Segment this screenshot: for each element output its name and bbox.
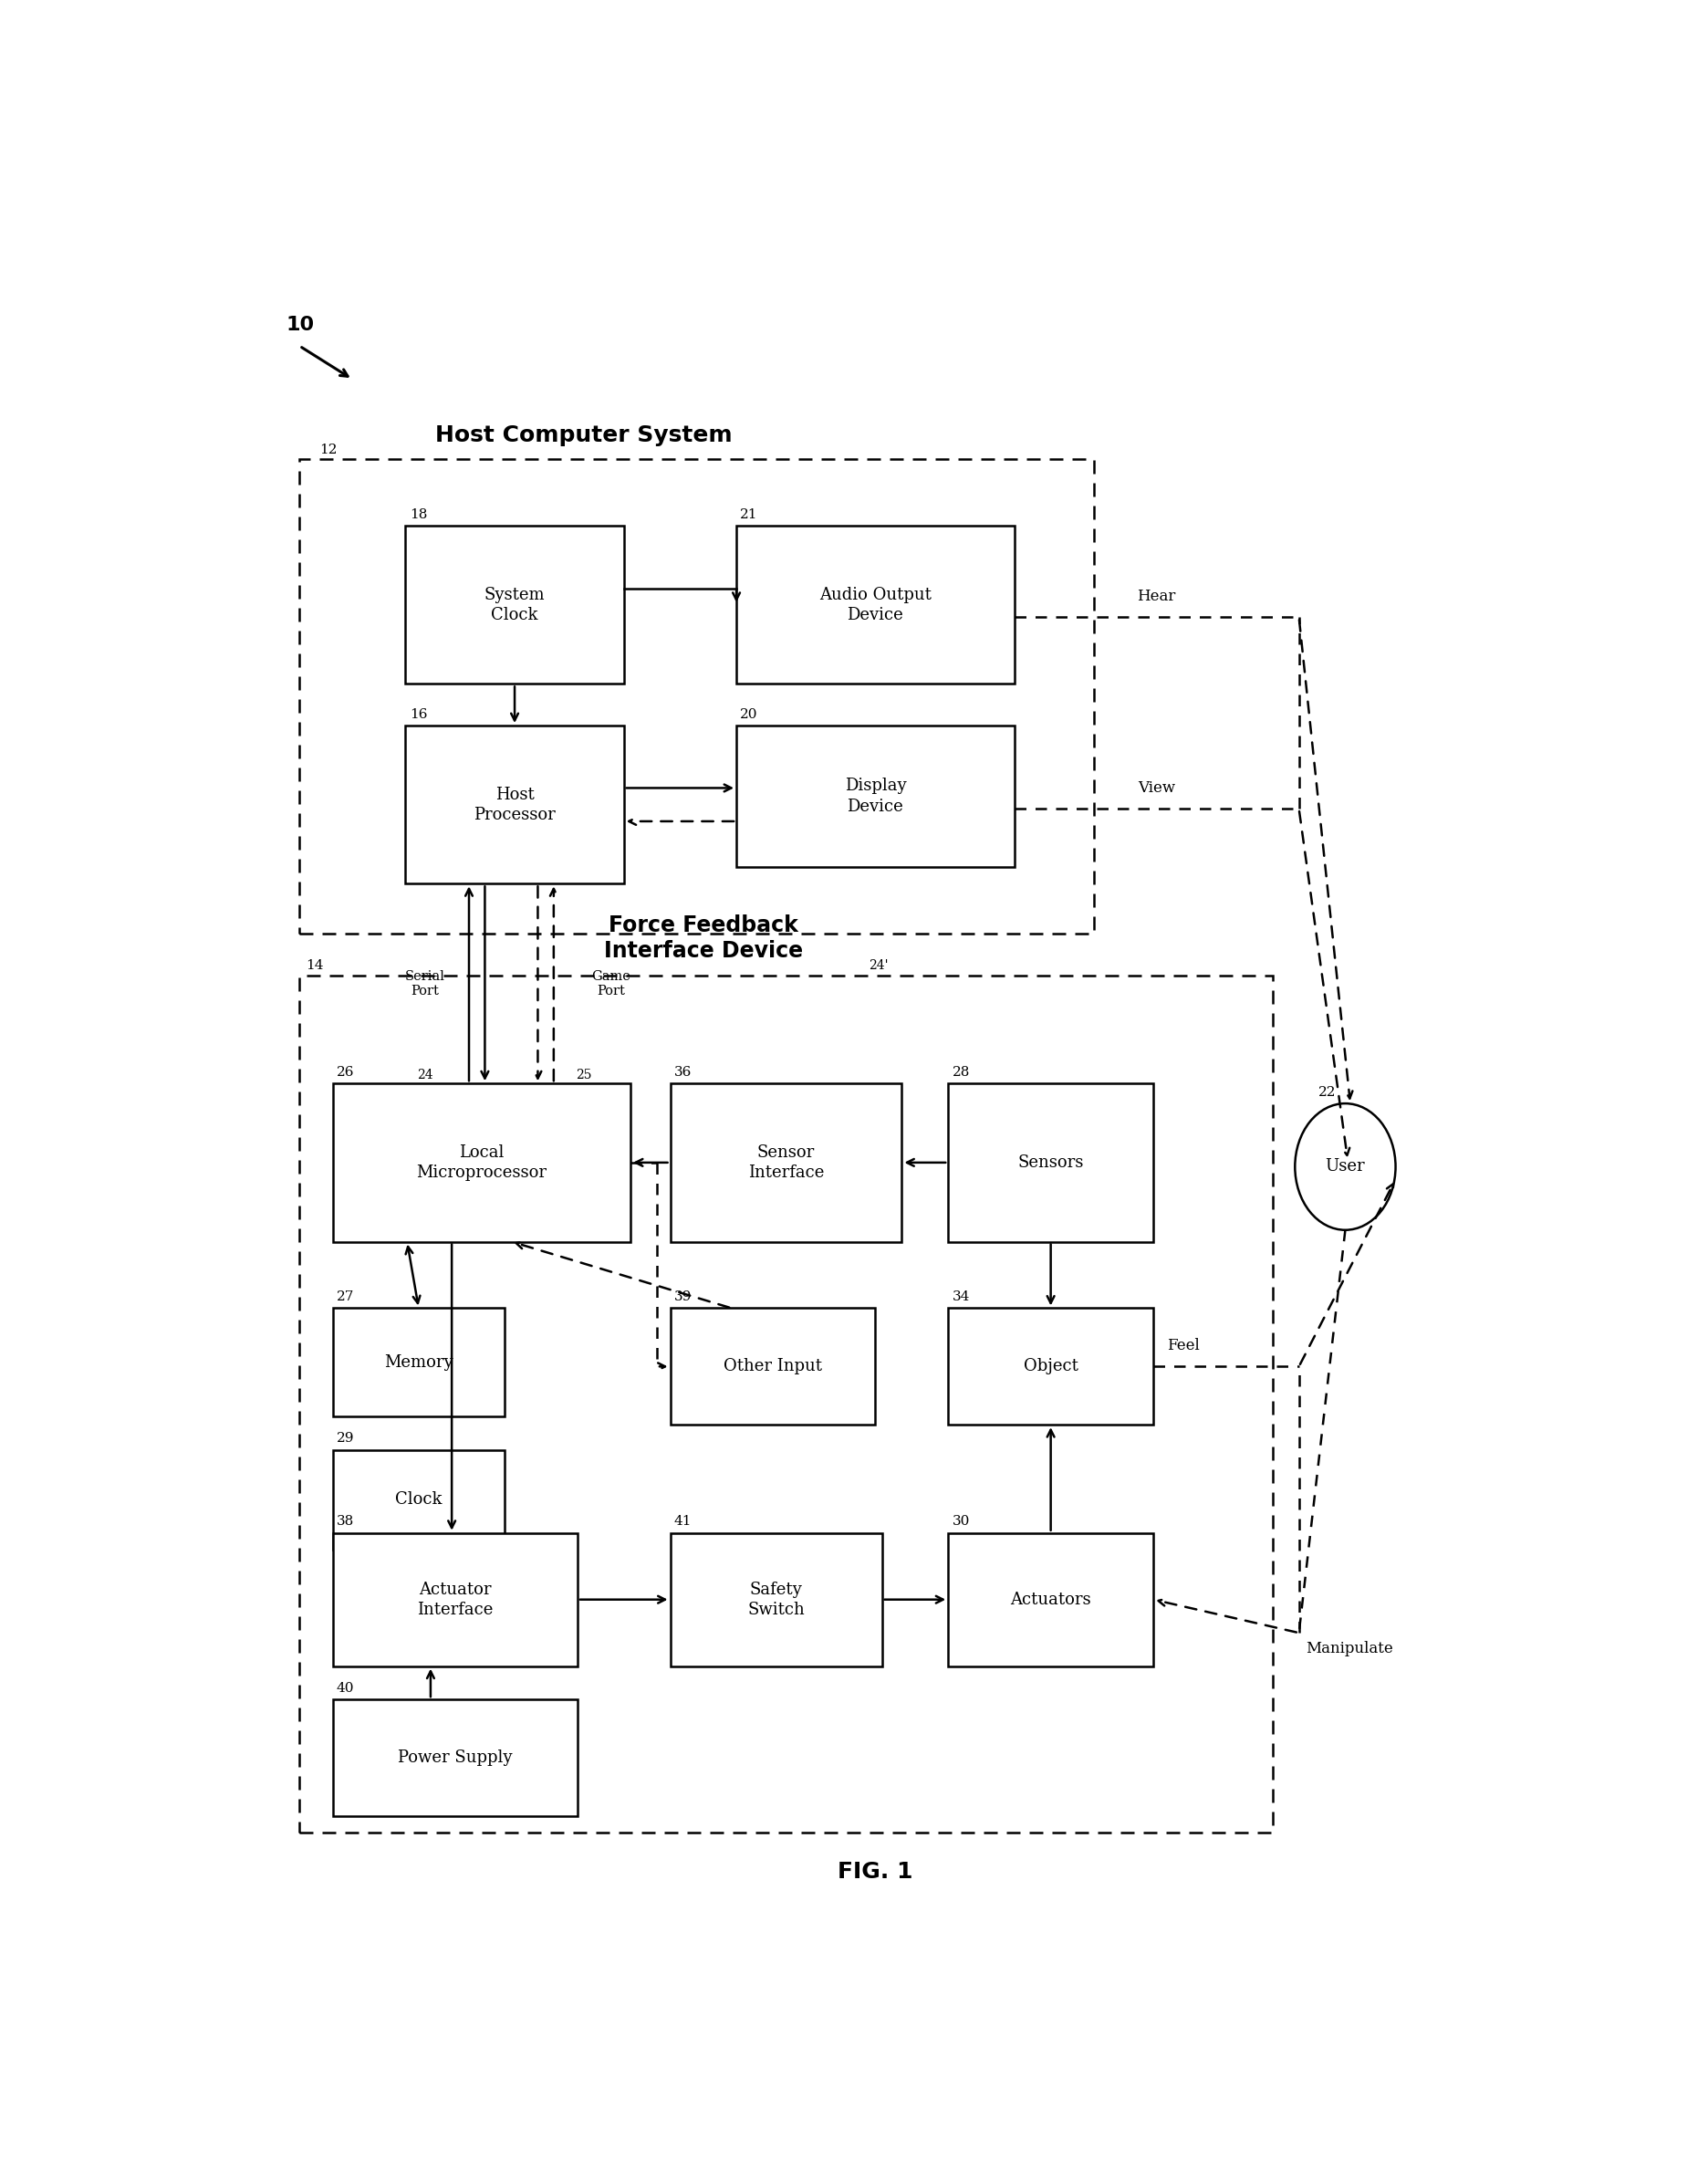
Text: 38: 38 <box>336 1516 354 1529</box>
Text: Manipulate: Manipulate <box>1305 1641 1394 1656</box>
Text: 40: 40 <box>336 1682 354 1695</box>
Text: Actuator
Interface: Actuator Interface <box>417 1580 494 1617</box>
Text: Sensor
Interface: Sensor Interface <box>748 1144 823 1180</box>
Text: 28: 28 <box>951 1066 970 1079</box>
Bar <box>948 1533 1153 1667</box>
Bar <box>736 525 1015 683</box>
Text: 27: 27 <box>336 1291 354 1304</box>
Text: 14: 14 <box>306 960 325 973</box>
Bar <box>948 1083 1153 1241</box>
Text: Actuators: Actuators <box>1011 1591 1091 1609</box>
Text: Game
Port: Game Port <box>591 971 630 997</box>
Text: 29: 29 <box>336 1431 354 1444</box>
Text: 24: 24 <box>417 1068 434 1081</box>
Text: Display
Device: Display Device <box>844 778 907 815</box>
Bar <box>333 1451 506 1550</box>
Text: FIG. 1: FIG. 1 <box>837 1861 914 1883</box>
Text: Feel: Feel <box>1167 1338 1199 1353</box>
Text: Other Input: Other Input <box>724 1358 822 1375</box>
Text: Host Computer System: Host Computer System <box>436 424 733 445</box>
Bar <box>948 1308 1153 1425</box>
Text: Force Feedback
Interface Device: Force Feedback Interface Device <box>603 915 803 962</box>
Text: System
Clock: System Clock <box>485 586 545 623</box>
Text: 22: 22 <box>1319 1085 1337 1098</box>
Text: Safety
Switch: Safety Switch <box>748 1580 804 1617</box>
Text: Sensors: Sensors <box>1018 1155 1085 1172</box>
Bar <box>405 726 623 884</box>
Bar <box>299 975 1272 1833</box>
Bar <box>670 1533 881 1667</box>
Bar <box>405 525 623 683</box>
Bar <box>333 1699 577 1816</box>
Text: 25: 25 <box>576 1068 593 1081</box>
Text: Memory: Memory <box>384 1353 453 1371</box>
Text: 21: 21 <box>740 508 758 521</box>
Text: Audio Output
Device: Audio Output Device <box>820 586 931 623</box>
Text: Serial
Port: Serial Port <box>405 971 446 997</box>
Text: 16: 16 <box>410 707 427 720</box>
Text: 18: 18 <box>410 508 427 521</box>
Bar <box>333 1308 506 1416</box>
Bar <box>736 726 1015 867</box>
Text: Power Supply: Power Supply <box>398 1749 512 1766</box>
Text: 36: 36 <box>675 1066 692 1079</box>
Text: Hear: Hear <box>1138 588 1177 603</box>
Text: 24': 24' <box>869 960 888 973</box>
Bar <box>333 1533 577 1667</box>
Text: 41: 41 <box>675 1516 692 1529</box>
Text: Object: Object <box>1023 1358 1078 1375</box>
Bar <box>670 1308 876 1425</box>
Text: Host
Processor: Host Processor <box>473 787 555 824</box>
Text: 30: 30 <box>951 1516 970 1529</box>
Text: View: View <box>1138 780 1175 796</box>
Text: 26: 26 <box>336 1066 354 1079</box>
Text: 20: 20 <box>740 707 758 720</box>
Text: 39: 39 <box>675 1291 692 1304</box>
Text: Clock: Clock <box>395 1492 442 1507</box>
Text: 12: 12 <box>319 443 336 456</box>
Bar <box>299 458 1093 934</box>
Bar <box>333 1083 630 1241</box>
Text: 34: 34 <box>951 1291 970 1304</box>
Text: User: User <box>1325 1159 1365 1174</box>
Text: 10: 10 <box>287 316 314 335</box>
Bar <box>670 1083 902 1241</box>
Text: Local
Microprocessor: Local Microprocessor <box>417 1144 547 1180</box>
